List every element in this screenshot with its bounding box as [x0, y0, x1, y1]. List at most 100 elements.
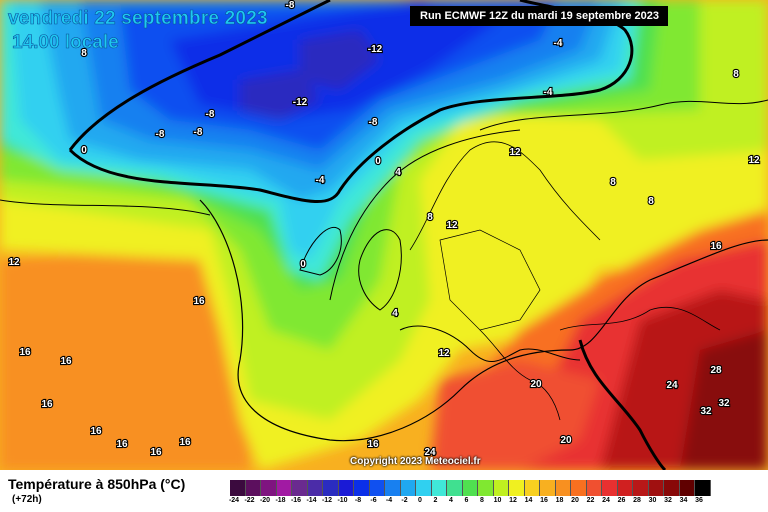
scale-tick-label: -20 [259, 497, 271, 504]
scale-swatch: 6 [462, 480, 478, 504]
isotherm-value-label: 8 [427, 212, 433, 223]
isotherm-value-label: 8 [648, 196, 654, 207]
isotherm-value-label: 16 [90, 426, 102, 437]
scale-swatch: -8 [354, 480, 370, 504]
scale-tick-label: 30 [648, 497, 657, 504]
scale-swatch: 12 [509, 480, 525, 504]
scale-tick-label: -16 [290, 497, 302, 504]
copyright-text: Copyright 2023 Meteociel.fr [350, 456, 481, 467]
isotherm-value-label: -8 [286, 0, 295, 11]
isotherm-value-label: -4 [316, 175, 325, 186]
isotherm-value-label: 16 [150, 447, 162, 458]
scale-tick-label: -10 [337, 497, 348, 504]
scale-tick-label: 14 [524, 497, 533, 504]
scale-tick-label: 26 [617, 497, 626, 504]
scale-tick-label: 8 [480, 497, 484, 504]
scale-swatch: 16 [540, 480, 556, 504]
isotherm-value-label: 32 [700, 406, 712, 417]
scale-tick-label: -12 [321, 497, 333, 504]
scale-swatch: 26 [617, 480, 633, 504]
isotherm-value-label: 16 [41, 399, 53, 410]
scale-swatch: 4 [447, 480, 463, 504]
map-canvas: -8-12-4-12-8-8-8-8-400-44128128881216012… [0, 0, 768, 470]
isotherm-value-label: 24 [424, 447, 436, 458]
scale-swatch: 34 [679, 480, 695, 504]
scale-tick-label: 20 [571, 497, 579, 504]
scale-swatch: 2 [431, 480, 447, 504]
scale-tick-label: -14 [306, 497, 317, 504]
scale-swatch: 22 [586, 480, 602, 504]
scale-tick-label: 0 [418, 497, 422, 504]
isotherm-value-label: 4 [392, 308, 398, 319]
color-scale: -24 -22 -20 -18 -16 -14 -12 -10 -8 -6 -4 -2 0 2 4 6 8 10 1… [229, 480, 711, 504]
scale-tick-label: 12 [509, 497, 517, 504]
scale-swatch: -6 [369, 480, 385, 504]
isotherm-value-label: 16 [19, 347, 31, 358]
isotherm-value-label: -12 [368, 44, 383, 55]
scale-swatch: -12 [322, 480, 339, 504]
isotherm-value-label: 8 [81, 48, 87, 59]
isotherm-value-label: 4 [395, 167, 401, 178]
isotherm-value-label: 12 [748, 155, 760, 166]
isotherm-value-label: 12 [446, 220, 458, 231]
scale-swatch: -14 [306, 480, 323, 504]
scale-swatch: 24 [602, 480, 618, 504]
isotherm-value-label: 16 [179, 437, 191, 448]
scale-swatch: -4 [385, 480, 401, 504]
isotherm-value-label: 20 [560, 435, 572, 446]
scale-tick-label: 2 [433, 497, 438, 504]
isotherm-value-label: 16 [60, 356, 72, 367]
scale-tick-label: -8 [354, 497, 362, 504]
isotherm-value-label: 12 [509, 147, 521, 158]
isotherm-value-label: 16 [710, 241, 722, 252]
isotherm-value-label: -4 [554, 38, 563, 49]
isotherm-value-label: 32 [718, 398, 730, 409]
isotherm-value-label: 0 [81, 145, 87, 156]
scale-swatch: 10 [493, 480, 509, 504]
scale-tick-label: -2 [401, 497, 408, 504]
isotherm-value-label: 8 [733, 69, 739, 80]
isotherm-value-label: 12 [8, 257, 20, 268]
isotherm-value-label: 20 [530, 379, 542, 390]
scale-tick-label: 28 [633, 497, 641, 504]
scale-swatch: 0 [416, 480, 432, 504]
legend-title: Température à 850hPa (°C) [8, 476, 186, 492]
valid-date-title: vendredi 22 septembre 2023 [8, 8, 268, 30]
scale-tick-label: 36 [695, 497, 703, 504]
scale-tick-label: 34 [679, 497, 688, 504]
scale-tick-label: -4 [385, 497, 393, 504]
isotherm-value-label: -12 [293, 97, 308, 108]
scale-swatch: -2 [400, 480, 416, 504]
scale-swatch: 30 [648, 480, 664, 504]
scale-tick-label: 24 [602, 497, 610, 504]
isotherm-value-label: -8 [156, 129, 165, 140]
forecast-lead: (+72h) [12, 494, 42, 505]
isotherm-value-label: 28 [710, 365, 722, 376]
isotherm-value-label: 16 [193, 296, 205, 307]
scale-tick-label: 6 [464, 497, 469, 504]
scale-swatch: -10 [337, 480, 354, 504]
scale-swatch: 14 [524, 480, 540, 504]
isotherm-value-label: -8 [206, 109, 215, 120]
scale-tick-label: 22 [586, 497, 595, 504]
scale-tick-label: 4 [449, 497, 453, 504]
map-value-labels: -8-12-4-12-8-8-8-8-400-44128128881216012… [7, 0, 761, 459]
scale-swatch: 32 [664, 480, 680, 504]
isotherm-value-label: 8 [610, 177, 616, 188]
isotherm-value-label: 24 [666, 380, 678, 391]
isotherm-value-label: 16 [116, 439, 128, 450]
scale-swatch: -20 [260, 480, 277, 504]
legend-bar: Température à 850hPa (°C) (+72h) -24 -22-… [0, 470, 768, 512]
scale-tick-label: -24 [228, 497, 240, 504]
scale-swatch: 20 [571, 480, 587, 504]
run-info-banner: Run ECMWF 12Z du mardi 19 septembre 2023 [410, 6, 668, 26]
isotherm-value-label: 0 [375, 156, 381, 167]
scale-tick-label: 16 [540, 497, 548, 504]
scale-swatch: 8 [478, 480, 494, 504]
scale-swatch: 28 [633, 480, 649, 504]
scale-tick-label: -22 [244, 497, 255, 504]
isotherm-value-label: -8 [369, 117, 378, 128]
isotherm-value-label: 12 [438, 348, 450, 359]
scale-swatch: -22 [244, 480, 261, 504]
scale-swatch: -24 [229, 480, 246, 504]
